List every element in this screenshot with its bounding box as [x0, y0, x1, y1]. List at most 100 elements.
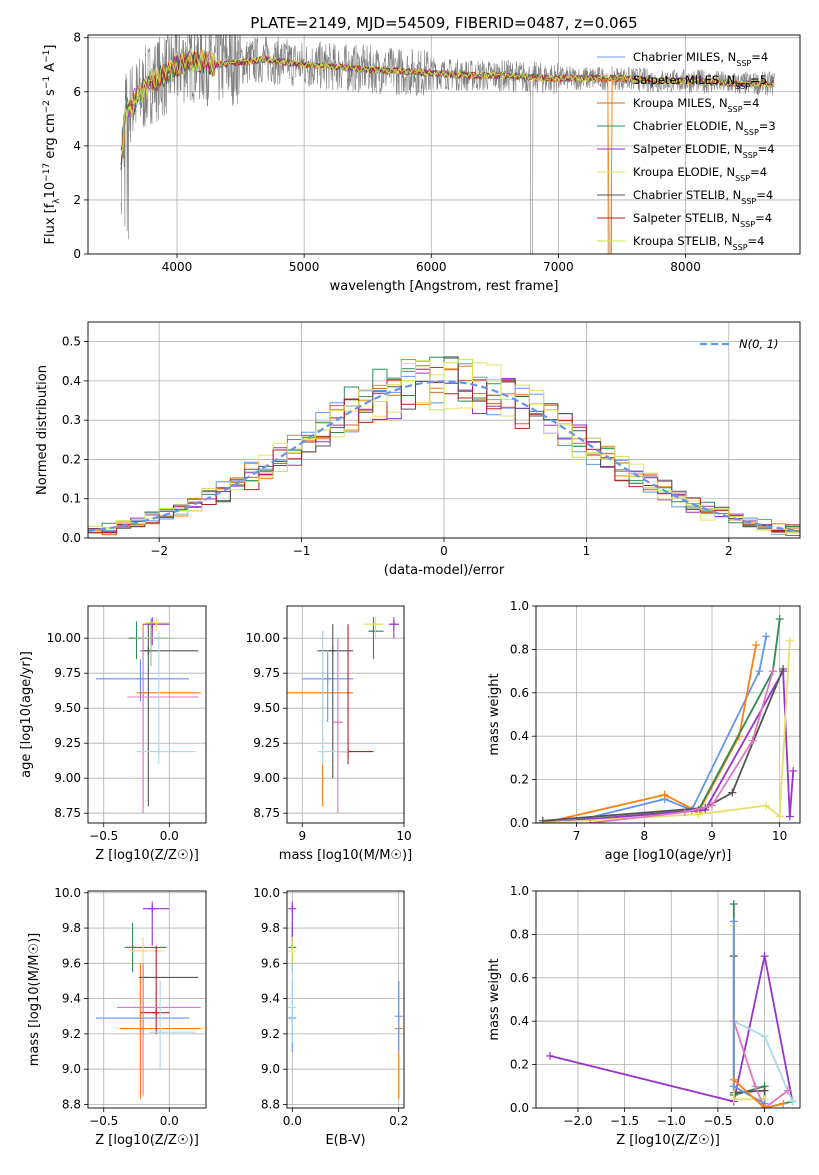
weight-point	[694, 810, 703, 819]
weight-point	[788, 1097, 797, 1106]
model-spectrum-line	[120, 51, 775, 151]
x-tick-label: 1	[583, 544, 591, 558]
legend-entry: Chabrier ELODIE, NSSP=3	[633, 119, 776, 137]
x-axis-label: mass [log10(M/M☉)]	[279, 848, 412, 863]
y-tick-label: 8.8	[261, 1097, 280, 1111]
y-tick-label: 9.4	[261, 992, 280, 1006]
y-axis-label: Normed distribution	[35, 365, 50, 495]
axes-weight_vs_age: 7 8 9 10 0.0 0.2 0.4 0.6 0.8 1.0 age [log10(age/yr…	[487, 599, 801, 863]
data-point	[154, 747, 163, 756]
y-tick-label: 0.2	[510, 773, 529, 787]
y-tick-label: 0.2	[510, 1058, 529, 1072]
model-spectrum-line	[120, 52, 775, 171]
x-tick-label: 9	[298, 829, 306, 843]
data-point	[389, 620, 398, 629]
y-axis-label: mass weight	[487, 958, 502, 1040]
weight-point	[760, 1104, 769, 1108]
y-tick-label: 0	[73, 247, 81, 261]
weight-point	[729, 1075, 738, 1084]
legend-entry: Salpeter ELODIE, NSSP=4	[633, 142, 775, 160]
axes-frame	[286, 605, 405, 824]
weight-point	[768, 667, 777, 676]
residual-histogram	[88, 358, 800, 538]
data-point	[156, 1028, 165, 1037]
weight-point	[755, 667, 764, 676]
y-tick-label: 9.8	[62, 921, 81, 935]
legend-entry: Chabrier STELIB, NSSP=4	[633, 188, 773, 206]
weight-point	[751, 1082, 760, 1091]
data-point	[328, 646, 337, 655]
axes-frame	[87, 34, 801, 255]
legend-entry: Salpeter MILES, NSSP=5	[633, 73, 767, 91]
data-point	[139, 1003, 148, 1012]
data-point	[148, 620, 157, 629]
y-axis-label: mass [log10(M/M☉)]	[27, 933, 42, 1066]
weight-point	[586, 819, 595, 823]
weight-series-line	[732, 1020, 789, 1108]
spectrum-legend: Chabrier MILES, NSSP=4 Salpeter MILES, NS…	[597, 50, 776, 252]
weight-point	[680, 808, 689, 817]
weight-point	[760, 1032, 769, 1041]
weight-point	[775, 615, 784, 624]
data-point	[288, 946, 297, 955]
y-tick-label: 9.0	[261, 1062, 280, 1076]
y-tick-label: 8.75	[54, 806, 81, 820]
weight-point	[729, 917, 738, 926]
y-tick-label: 0.4	[510, 729, 529, 743]
data-point	[369, 627, 378, 636]
x-axis-label: wavelength [Angstrom, rest frame]	[330, 279, 559, 294]
y-tick-label: 0.2	[62, 452, 81, 466]
y-tick-label: 0.6	[510, 686, 529, 700]
x-tick-label: −2	[150, 544, 168, 558]
weight-series-line	[733, 1079, 784, 1108]
x-tick-label: 7	[573, 829, 581, 843]
y-tick-label: 10.00	[246, 631, 280, 645]
axes-frame	[87, 605, 207, 824]
data-point	[152, 1008, 161, 1017]
data-point	[146, 634, 155, 643]
weight-point	[729, 900, 738, 909]
y-axis-label: mass weight	[487, 673, 502, 755]
weight-point	[729, 1095, 738, 1104]
weight-point	[779, 664, 788, 673]
legend-entry: Kroupa ELODIE, NSSP=4	[633, 165, 767, 183]
weight-point	[660, 790, 669, 799]
weight-point	[779, 1099, 788, 1108]
plot-area-mass_vs_Z	[95, 901, 201, 1100]
x-axis-label: E(B-V)	[325, 1133, 365, 1148]
x-axis-label: Z [log10(Z/Z☉)]	[95, 848, 199, 863]
x-tick-label: 8	[640, 829, 648, 843]
data-point	[371, 620, 380, 629]
data-point	[139, 946, 148, 955]
data-point	[148, 904, 157, 913]
x-tick-label: 0.0	[755, 1114, 774, 1128]
y-tick-label: 9.6	[261, 956, 280, 970]
gaussian-curve	[88, 380, 800, 533]
x-tick-label: 0.2	[389, 1114, 408, 1128]
weight-point	[775, 812, 784, 821]
y-tick-label: 0.8	[510, 927, 529, 941]
y-tick-label: 10.00	[47, 631, 81, 645]
y-tick-label: 0.4	[62, 374, 81, 388]
x-tick-label: 0.0	[160, 1114, 179, 1128]
x-axis-label: Z [log10(Z/Z☉)]	[95, 1133, 199, 1148]
y-tick-label: 4	[73, 139, 81, 153]
x-tick-label: 7000	[543, 260, 574, 274]
x-tick-label: 9	[708, 829, 716, 843]
axes-frame	[535, 890, 801, 1109]
weight-point	[728, 788, 737, 797]
y-tick-label: 9.50	[54, 701, 81, 715]
legend-entry-gauss: N(0, 1)	[739, 337, 779, 351]
y-tick-label: 9.25	[253, 736, 280, 750]
x-tick-label: 5000	[289, 260, 320, 274]
y-tick-label: 9.8	[261, 921, 280, 935]
weight-point	[762, 632, 771, 641]
legend-entry: Chabrier MILES, NSSP=4	[633, 50, 768, 68]
legend-entry: Salpeter STELIB, NSSP=4	[633, 211, 772, 229]
legend-entry: Kroupa STELIB, NSSP=4	[633, 234, 764, 252]
weight-point	[752, 641, 760, 650]
y-tick-label: 8.75	[253, 806, 280, 820]
axes-layer: 4000 5000 6000 7000 8000 0 2 4 6 8 wavelength [Ang…	[19, 31, 801, 1148]
axes-mass_vs_Z: −0.5 0.0 8.8 9.0 9.2 9.4 9.6 9.8 10.0 Z [log10(Z/…	[27, 886, 207, 1148]
x-tick-label: 0	[440, 544, 448, 558]
